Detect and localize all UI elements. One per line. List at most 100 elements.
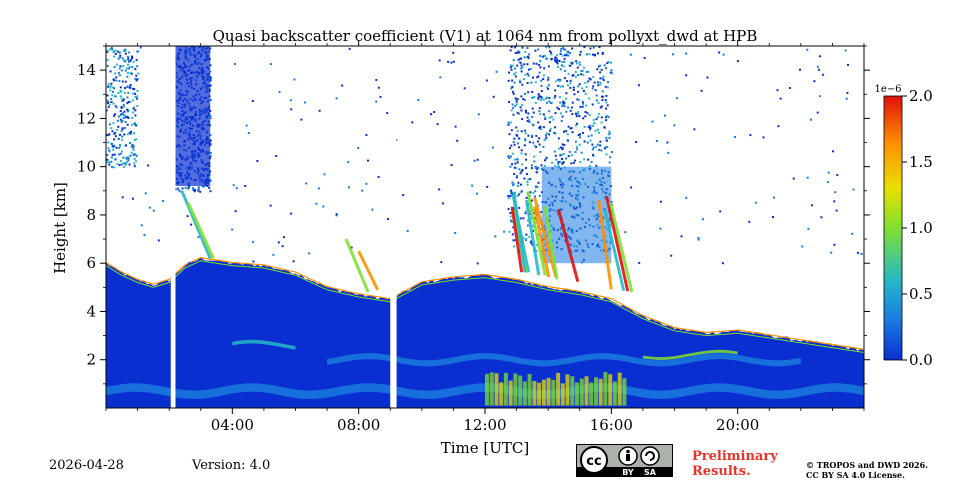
cloud-speck xyxy=(536,140,539,143)
cloud-speck xyxy=(516,51,519,54)
cloud-speck xyxy=(543,74,545,77)
cloud-speck xyxy=(119,86,122,89)
cloud-block xyxy=(175,46,211,186)
cloud-speck xyxy=(124,69,127,72)
noise-speck xyxy=(827,171,830,174)
cloud-speck xyxy=(595,118,598,121)
cloud-speck xyxy=(111,145,114,148)
cloud-speck xyxy=(136,104,139,107)
cloud-speck xyxy=(125,158,128,161)
cloud-speck xyxy=(181,187,184,190)
cloud-speck xyxy=(526,116,529,119)
cloud-speck xyxy=(570,162,573,165)
cloud-speck xyxy=(569,61,572,64)
noise-speck xyxy=(722,53,725,56)
cloud-speck xyxy=(535,62,538,65)
cloud-speck xyxy=(124,52,127,55)
cloud-speck xyxy=(595,99,598,102)
surface-streak xyxy=(598,378,603,406)
cloud-speck xyxy=(574,159,577,162)
colorbar xyxy=(883,95,903,361)
cloud-speck xyxy=(538,143,541,146)
cloud-speck xyxy=(549,127,552,130)
cloud-speck xyxy=(561,143,564,146)
cloud-speck xyxy=(135,97,138,100)
cloud-speck xyxy=(512,106,515,109)
cloud-speck xyxy=(588,97,591,100)
cloud-speck xyxy=(520,67,523,70)
cloud-speck xyxy=(123,50,125,52)
cloud-speck xyxy=(521,46,524,49)
cloud-speck xyxy=(209,179,212,182)
noise-speck xyxy=(537,166,540,169)
cloud-speck xyxy=(509,212,512,214)
cloud-speck xyxy=(534,81,537,84)
noise-speck xyxy=(350,246,353,249)
cloud-speck xyxy=(120,106,123,109)
cloud-speck xyxy=(534,101,537,104)
cloud-speck xyxy=(209,117,212,120)
cloud-speck xyxy=(555,60,558,63)
cloud-speck xyxy=(120,130,123,133)
cloud-speck xyxy=(527,55,529,58)
cloud-speck xyxy=(135,154,138,157)
virga-streak xyxy=(533,206,551,278)
cloud-speck xyxy=(607,81,609,83)
noise-speck xyxy=(293,78,296,81)
cloud-speck xyxy=(117,57,120,60)
cloud-speck xyxy=(522,98,525,101)
cloud-speck xyxy=(122,162,125,165)
cloud-speck xyxy=(561,61,564,63)
cloud-speck xyxy=(554,164,557,167)
cloud-speck xyxy=(546,87,549,90)
cloud-speck xyxy=(525,197,528,199)
cloud-speck xyxy=(600,105,603,108)
cloud-speck xyxy=(540,164,543,167)
noise-speck xyxy=(503,230,506,233)
cloud-speck xyxy=(535,186,537,189)
cloud-speck xyxy=(115,95,118,98)
cloud-speck xyxy=(536,76,539,79)
cloud-speck xyxy=(561,54,564,57)
cloud-speck xyxy=(587,80,590,83)
noise-speck xyxy=(341,84,344,87)
noise-speck xyxy=(851,232,854,235)
cloud-speck xyxy=(115,146,118,149)
cloud-speck xyxy=(122,166,125,168)
cloud-speck xyxy=(114,95,116,98)
cloud-speck xyxy=(113,87,116,90)
cloud-speck xyxy=(136,90,139,92)
cloud-speck xyxy=(600,121,603,124)
cloud-speck xyxy=(529,178,532,180)
x-tick-label: 08:00 xyxy=(337,416,380,434)
noise-speck xyxy=(844,49,847,52)
cloud-speck xyxy=(549,50,551,53)
cloud-speck xyxy=(602,75,605,78)
cloud-speck xyxy=(192,189,195,192)
cloud-speck xyxy=(595,164,598,167)
x-tick-label: 16:00 xyxy=(590,416,633,434)
noise-speck xyxy=(232,184,235,187)
cloud-speck xyxy=(536,186,539,189)
noise-speck xyxy=(834,191,837,194)
cloud-speck xyxy=(122,98,125,101)
cloud-speck xyxy=(572,161,575,164)
cloud-speck xyxy=(550,58,553,61)
cloud-speck xyxy=(514,75,517,78)
cloud-speck xyxy=(518,112,521,115)
cloud-speck xyxy=(531,116,534,118)
preliminary-note: Preliminary Results. xyxy=(692,449,778,479)
cloud-speck xyxy=(130,55,133,58)
cloud-speck xyxy=(544,55,547,57)
cloud-speck xyxy=(534,49,537,52)
cloud-speck xyxy=(184,186,187,189)
cloud-speck xyxy=(528,118,531,121)
cloud-speck xyxy=(514,52,517,54)
cloud-speck xyxy=(132,146,135,149)
noise-speck xyxy=(830,251,833,254)
noise-speck xyxy=(525,158,527,161)
cloud-speck xyxy=(540,79,543,82)
cloud-speck xyxy=(511,85,514,88)
noise-speck xyxy=(651,120,654,123)
cloud-speck xyxy=(599,144,602,147)
